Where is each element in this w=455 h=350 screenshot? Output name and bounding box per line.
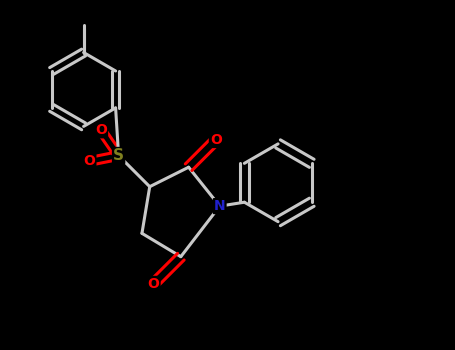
Text: O: O	[148, 277, 160, 291]
Text: N: N	[214, 199, 226, 213]
Text: O: O	[95, 123, 107, 137]
Text: O: O	[210, 133, 222, 147]
Text: S: S	[113, 148, 124, 163]
Text: O: O	[84, 154, 96, 168]
